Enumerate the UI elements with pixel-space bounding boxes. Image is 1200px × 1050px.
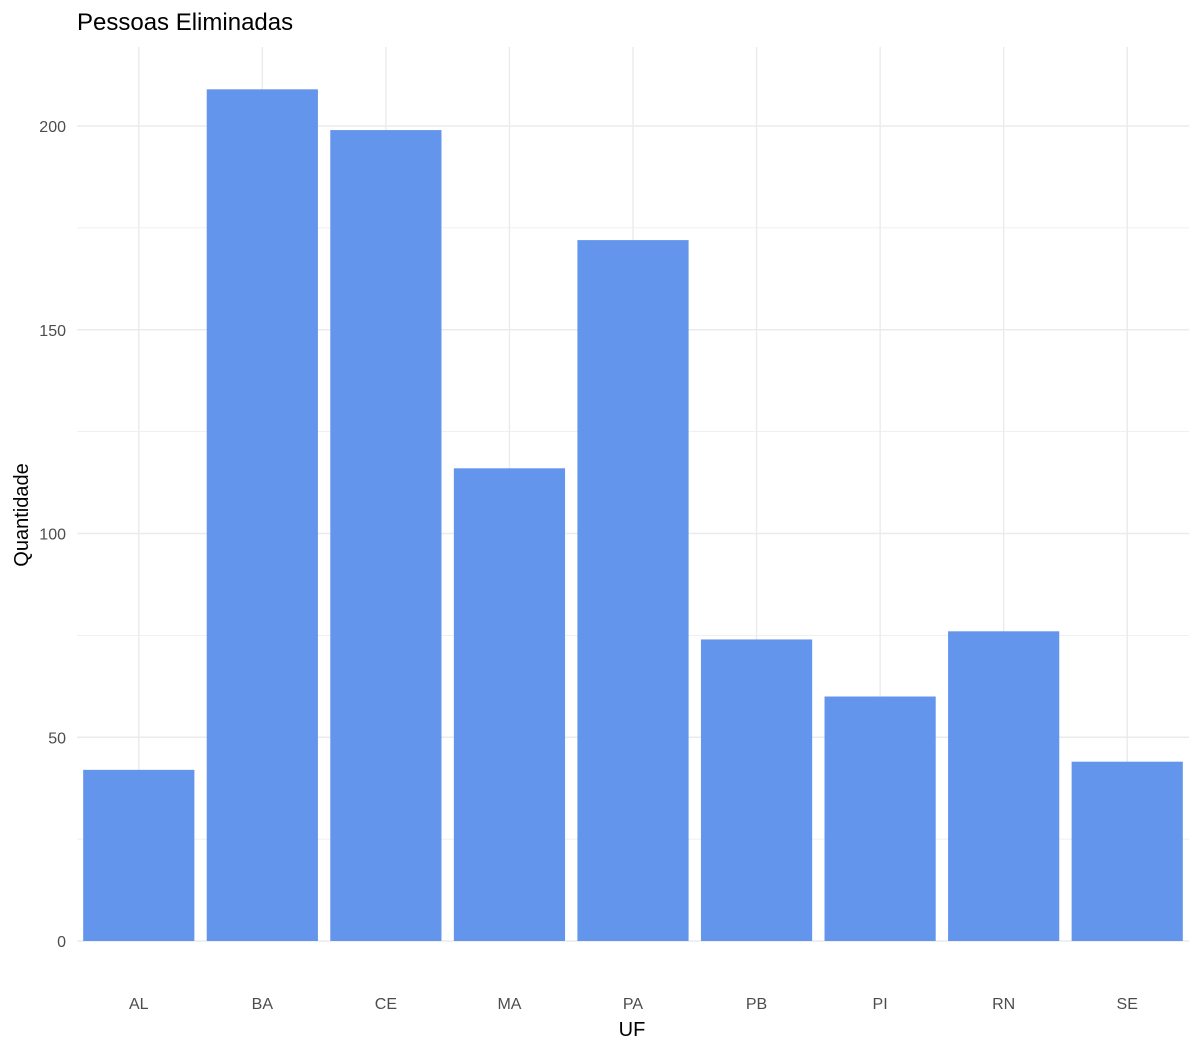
x-tick-label: AL [129, 996, 149, 1013]
y-axis-tick-labels: 0 50 100 150 200 [39, 119, 66, 951]
x-tick-label: RN [992, 996, 1015, 1013]
bar-ce [330, 130, 442, 941]
y-tick-label: 150 [39, 323, 66, 340]
y-tick-label: 50 [48, 730, 66, 747]
x-tick-label: PA [623, 996, 643, 1013]
bar-al [83, 769, 195, 941]
bars [83, 89, 1183, 942]
x-tick-label: MA [497, 996, 521, 1013]
y-axis-title: Quantidade [11, 463, 33, 566]
x-tick-label: SE [1117, 996, 1138, 1013]
chart-title: Pessoas Eliminadas [77, 9, 293, 36]
x-tick-label: BA [252, 996, 274, 1013]
x-tick-label: PI [873, 996, 888, 1013]
bar-ma [453, 468, 566, 941]
bar-pb [700, 639, 813, 941]
x-axis-tick-labels: AL BA CE MA PA PB PI RN SE [129, 996, 1138, 1013]
y-tick-label: 200 [39, 119, 66, 136]
y-tick-label: 0 [57, 934, 66, 951]
x-tick-label: CE [375, 996, 397, 1013]
bar-rn [948, 631, 1060, 941]
y-tick-label: 100 [39, 527, 66, 544]
bar-se [1071, 761, 1183, 941]
bar-ba [206, 89, 318, 941]
bar-pi [824, 696, 936, 941]
bar-pa [577, 240, 689, 942]
x-axis-title: UF [619, 1019, 646, 1041]
x-tick-label: PB [746, 996, 767, 1013]
